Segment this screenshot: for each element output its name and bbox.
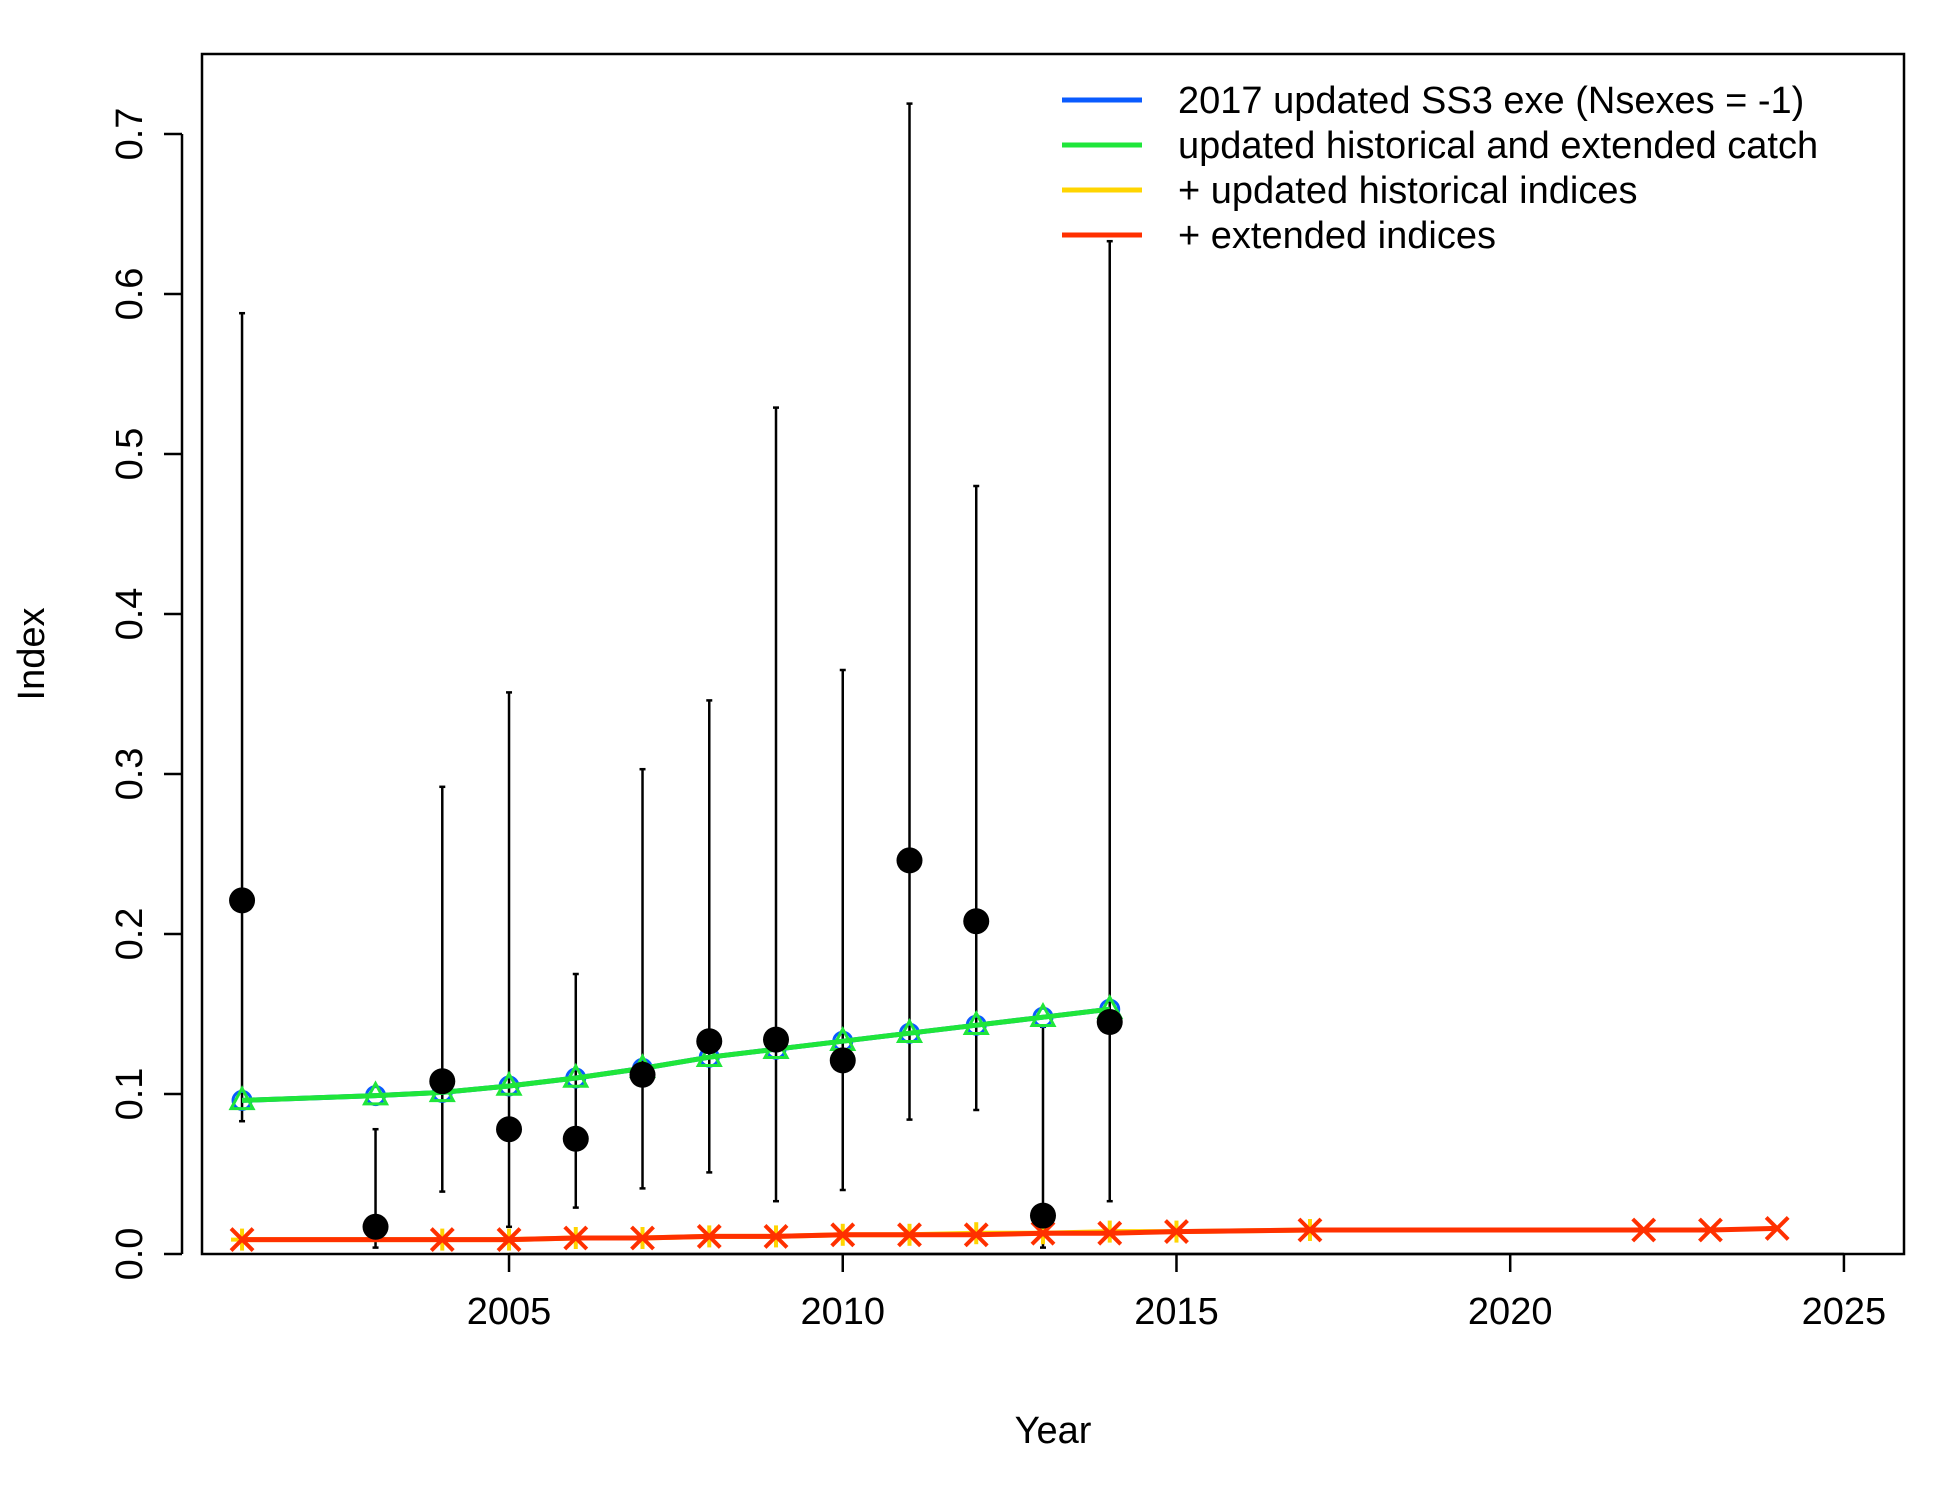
observed-point-2014 <box>1096 1009 1123 1035</box>
series-1-point-2013 <box>1029 1001 1057 1027</box>
series-lines <box>228 993 1790 1253</box>
series-3-point-2022-b <box>1631 1217 1657 1243</box>
observed-point-2005 <box>496 1116 523 1143</box>
series-3-point-2009 <box>763 1223 789 1249</box>
series-3-point-2005 <box>496 1227 522 1253</box>
y-tick-label-0.1: 0.1 <box>109 1068 151 1121</box>
series-3-point-2017-b <box>1297 1217 1323 1243</box>
series-1-point-2008 <box>695 1041 723 1067</box>
series-3-point-2005-b <box>496 1227 522 1253</box>
series-3-line <box>242 1225 1778 1243</box>
series-3-point-2001 <box>229 1227 255 1253</box>
series-3-point-2017 <box>1297 1217 1323 1243</box>
series-3-point-2015 <box>1164 1219 1189 1245</box>
x-axis-title: Year <box>1015 1410 1092 1452</box>
y-tick-label-0.0: 0.0 <box>109 1228 151 1281</box>
series-3-point-2015-b <box>1164 1219 1189 1245</box>
series-3-point-2014-b <box>1097 1220 1123 1246</box>
legend-label-0: 2017 updated SS3 exe (Nsexes = -1) <box>1178 80 1804 122</box>
series-1-point-2001 <box>228 1085 256 1111</box>
series-3-point-2022 <box>1631 1217 1657 1243</box>
legend: 2017 updated SS3 exe (Nsexes = -1)update… <box>1062 80 1818 257</box>
observed-point-2001 <box>229 887 256 914</box>
series-3-point-2001-b <box>229 1227 255 1253</box>
observed-point-2004 <box>429 1068 456 1095</box>
series-3-point-2008-b <box>696 1223 722 1249</box>
observed-point-2013 <box>1029 1202 1056 1229</box>
y-tick-label-0.6: 0.6 <box>109 268 151 321</box>
series-3-point-2008 <box>696 1223 722 1249</box>
y-tick-label-0.5: 0.5 <box>109 428 151 481</box>
legend-label-2: + updated historical indices <box>1178 170 1637 212</box>
observed-point-2012 <box>963 908 990 935</box>
series-3-point-2010-b <box>830 1222 856 1248</box>
series-3-point-2009-b <box>763 1223 789 1249</box>
observed-point-2009 <box>763 1026 790 1053</box>
observed-point-2006 <box>562 1125 589 1152</box>
series-3-point-2023 <box>1698 1217 1723 1243</box>
observed-point-2007 <box>629 1061 656 1088</box>
series-3-point-2011 <box>897 1222 922 1248</box>
observed-point-2011 <box>896 847 923 874</box>
x-tick-label-2020: 2020 <box>1468 1291 1553 1333</box>
x-axis: 2005 2010 2015 2020 2025 <box>467 1252 1887 1333</box>
series-1 <box>228 993 1124 1111</box>
x-tick-label-2005: 2005 <box>467 1291 552 1333</box>
series-1-point-2005 <box>495 1070 523 1096</box>
series-1-point-2003 <box>362 1080 390 1106</box>
series-3-point-2006-b <box>563 1225 589 1251</box>
observed-point-2010 <box>829 1047 856 1074</box>
series-3-point-2012 <box>963 1222 989 1248</box>
x-tick-label-2025: 2025 <box>1802 1291 1887 1333</box>
series-1-point-2012 <box>962 1009 990 1035</box>
series-1-point-2006 <box>562 1062 590 1088</box>
series-3-point-2023-b <box>1698 1217 1723 1243</box>
series-3-point-2006 <box>563 1225 589 1251</box>
series-3-point-2004-b <box>429 1227 455 1253</box>
series-3-point-2004 <box>429 1227 455 1253</box>
observed-points <box>229 847 1123 1240</box>
series-0 <box>231 998 1121 1111</box>
x-tick-label-2015: 2015 <box>1134 1291 1219 1333</box>
observed-error-bars <box>239 102 1113 1249</box>
y-tick-label-0.3: 0.3 <box>109 748 151 801</box>
plot-frame <box>200 52 1906 1256</box>
observed-point-2008 <box>696 1028 723 1055</box>
legend-label-1: updated historical and extended catch <box>1178 125 1818 167</box>
series-3-point-2014 <box>1097 1220 1123 1246</box>
legend-label-3: + extended indices <box>1178 215 1496 257</box>
series-3-point-2007 <box>630 1225 655 1251</box>
series-3-point-2007-b <box>630 1225 655 1251</box>
observed-point-2003 <box>362 1213 389 1240</box>
y-tick-label-0.4: 0.4 <box>109 588 151 641</box>
y-tick-label-0.7: 0.7 <box>109 108 151 161</box>
series-1-point-2011 <box>895 1017 924 1043</box>
y-tick-label-0.2: 0.2 <box>109 908 151 961</box>
x-tick-label-2010: 2010 <box>800 1291 885 1333</box>
y-axis-title: Index <box>11 608 53 701</box>
series-3-point-2010 <box>830 1222 856 1248</box>
y-axis: 0.0 0.1 0.2 0.3 0.4 0.5 0.6 0.7 <box>109 108 184 1281</box>
series-3-point-2012-b <box>963 1222 989 1248</box>
series-3 <box>229 1215 1790 1253</box>
series-3-point-2024-b <box>1764 1215 1790 1241</box>
series-3-point-2024 <box>1764 1215 1790 1241</box>
series-3-point-2011-b <box>897 1222 922 1248</box>
